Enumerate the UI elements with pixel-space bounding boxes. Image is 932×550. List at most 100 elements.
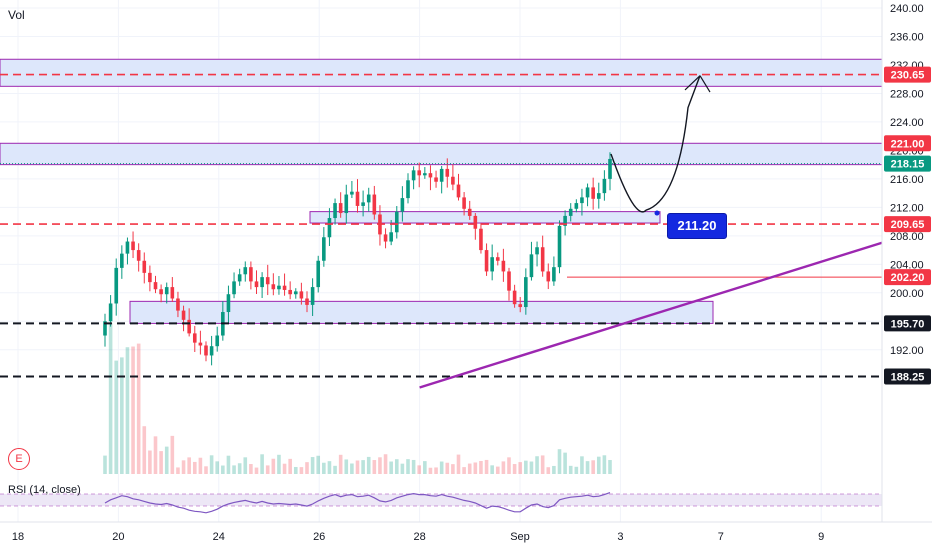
y-tick-label: 192.00 [890, 345, 924, 357]
volume-bar [445, 463, 449, 474]
y-tick-label: 224.00 [890, 117, 924, 129]
support-resistance-zone [0, 143, 882, 164]
candle-body [417, 170, 421, 175]
candle-body [474, 216, 478, 229]
volume-bar [395, 459, 399, 474]
volume-bar [227, 456, 231, 474]
volume-bar [507, 457, 511, 474]
volume-bar [490, 465, 494, 474]
volume-bar [552, 466, 556, 474]
candle-body [137, 250, 141, 261]
volume-bar [496, 467, 500, 474]
volume-bar [389, 462, 393, 474]
volume-bar [272, 459, 276, 474]
volume-bar [328, 461, 332, 474]
volume-bar [563, 453, 567, 474]
volume-bar [417, 465, 421, 474]
volume-bar [165, 447, 169, 474]
volume-bar [558, 449, 562, 474]
candle-body [496, 257, 500, 261]
volume-bar [434, 467, 438, 474]
candle-body [558, 226, 562, 267]
candle-body [283, 286, 287, 290]
volume-bar [474, 462, 478, 474]
candle-body [277, 286, 281, 290]
volume-bar [541, 455, 545, 474]
candle-body [187, 320, 191, 334]
candle-body [249, 267, 253, 281]
y-tick-label: 212.00 [890, 202, 924, 214]
price-tag-label: 188.25 [891, 371, 925, 383]
volume-bar [176, 467, 180, 474]
volume-bar [518, 462, 522, 474]
x-tick-label: 24 [213, 531, 225, 543]
volume-bar [603, 455, 607, 474]
volume-bar [591, 460, 595, 474]
volume-bar [361, 460, 365, 474]
candle-body [255, 281, 259, 287]
volume-bar [513, 464, 517, 474]
x-tick-label: 7 [718, 531, 724, 543]
y-tick-label: 236.00 [890, 31, 924, 43]
volume-bar [182, 460, 186, 474]
volume-bar [260, 454, 264, 474]
candle-body [451, 177, 455, 185]
candle-body [165, 287, 169, 294]
candle-body [507, 271, 511, 290]
candle-body [272, 284, 276, 289]
volume-bar [277, 455, 281, 474]
candle-body [294, 291, 298, 294]
candle-body [339, 203, 343, 213]
volume-bar [412, 460, 416, 474]
earnings-badge[interactable]: E [8, 448, 30, 470]
volume-bar [249, 464, 253, 474]
volume-bar [423, 461, 427, 474]
x-tick-label: 26 [313, 531, 325, 543]
volume-bar [238, 463, 242, 474]
volume-bar [451, 464, 455, 474]
candle-body [608, 159, 612, 179]
volume-bar [120, 357, 124, 474]
volume-bar [187, 457, 191, 474]
candle-body [457, 185, 461, 198]
candle-body [204, 345, 208, 355]
volume-bar [401, 464, 405, 474]
candle-body [468, 209, 472, 216]
candle-body [120, 254, 124, 268]
volume-bar [367, 457, 371, 474]
support-resistance-zone [310, 212, 660, 223]
candle-body [288, 290, 292, 294]
candle-body [311, 287, 315, 305]
candle-body [361, 202, 365, 206]
candle-body [445, 169, 449, 177]
candle-body [227, 294, 231, 312]
x-tick-label: Sep [510, 531, 530, 543]
volume-bar [378, 457, 382, 474]
volume-bars [103, 323, 612, 474]
rsi-band [0, 494, 882, 506]
volume-bar [266, 465, 270, 474]
candle-body [597, 193, 601, 199]
candle-body [260, 277, 264, 287]
volume-bar [154, 436, 158, 474]
candle-body [210, 346, 214, 355]
y-tick-label: 200.00 [890, 288, 924, 300]
volume-bar [300, 467, 304, 474]
price-callout[interactable]: 211.20 [667, 213, 727, 239]
x-tick-label: 9 [818, 531, 824, 543]
candle-body [591, 187, 595, 198]
candle-body [552, 267, 556, 281]
level-lines [0, 75, 882, 377]
x-tick-label: 18 [12, 531, 24, 543]
candle-body [535, 247, 539, 254]
candle-body [300, 291, 304, 298]
candle-body [434, 177, 438, 181]
volume-bar [316, 456, 320, 474]
candle-body [513, 291, 517, 305]
candle-body [350, 192, 354, 195]
volume-bar [406, 459, 410, 474]
candle-body [148, 273, 152, 282]
volume-bar [373, 460, 377, 474]
x-axis: 18 20 24 26 28 Sep 3 7 9 [0, 522, 932, 543]
